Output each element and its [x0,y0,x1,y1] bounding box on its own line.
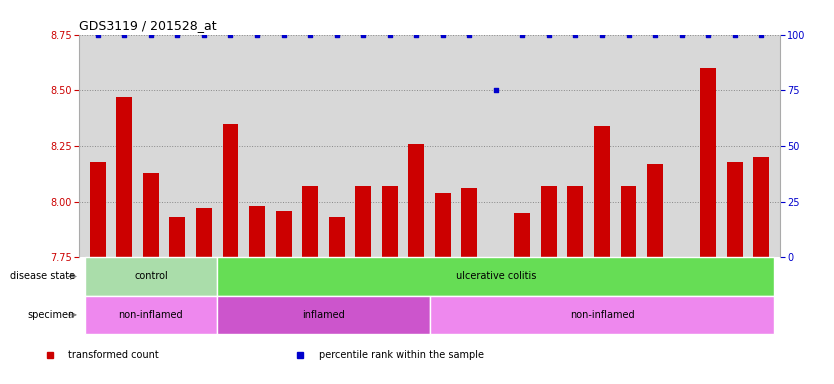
Point [250,31,264,38]
Bar [329,217,344,257]
Bar [223,124,239,257]
Bar [647,164,663,257]
Bar [169,217,185,257]
Bar [726,162,742,257]
Text: GDS3119 / 201528_at: GDS3119 / 201528_at [79,19,217,32]
Point [118,31,131,38]
Bar [84,296,217,334]
Point [515,31,529,38]
Bar [217,257,775,296]
Point [383,31,396,38]
Text: non-inflamed: non-inflamed [570,310,635,320]
Text: disease state: disease state [10,271,75,281]
Bar [515,213,530,257]
Bar [217,296,430,334]
Point [198,31,211,38]
Point [409,31,423,38]
Bar [461,188,477,257]
Point [595,31,609,38]
Point [304,31,317,38]
Point [436,31,450,38]
Point [675,31,688,38]
Text: control: control [134,271,168,281]
Point [728,31,741,38]
Bar [541,186,557,257]
Bar [275,210,292,257]
Bar [435,193,450,257]
Point [490,87,503,93]
Bar [430,296,775,334]
Point [330,31,344,38]
Bar [382,186,398,257]
Point [542,31,555,38]
Point [277,31,290,38]
Text: percentile rank within the sample: percentile rank within the sample [319,350,484,360]
Point [648,31,661,38]
Text: non-inflamed: non-inflamed [118,310,183,320]
Point [171,31,184,38]
Bar [594,126,610,257]
Point [224,31,237,38]
Bar [409,144,425,257]
Bar [90,162,106,257]
Bar [355,186,371,257]
Text: transformed count: transformed count [68,350,159,360]
Bar [196,208,212,257]
Text: specimen: specimen [28,310,75,320]
Bar [117,97,133,257]
Point [622,31,636,38]
Point [569,31,582,38]
Bar [567,186,584,257]
Point [356,31,369,38]
Text: inflamed: inflamed [302,310,344,320]
Point [91,31,104,38]
Bar [302,186,318,257]
Bar [701,68,716,257]
Bar [249,206,265,257]
Text: ulcerative colitis: ulcerative colitis [455,271,536,281]
Bar [620,186,636,257]
Bar [84,257,217,296]
Point [463,31,476,38]
Point [144,31,158,38]
Bar [753,157,769,257]
Point [701,31,715,38]
Point [755,31,768,38]
Bar [143,173,158,257]
